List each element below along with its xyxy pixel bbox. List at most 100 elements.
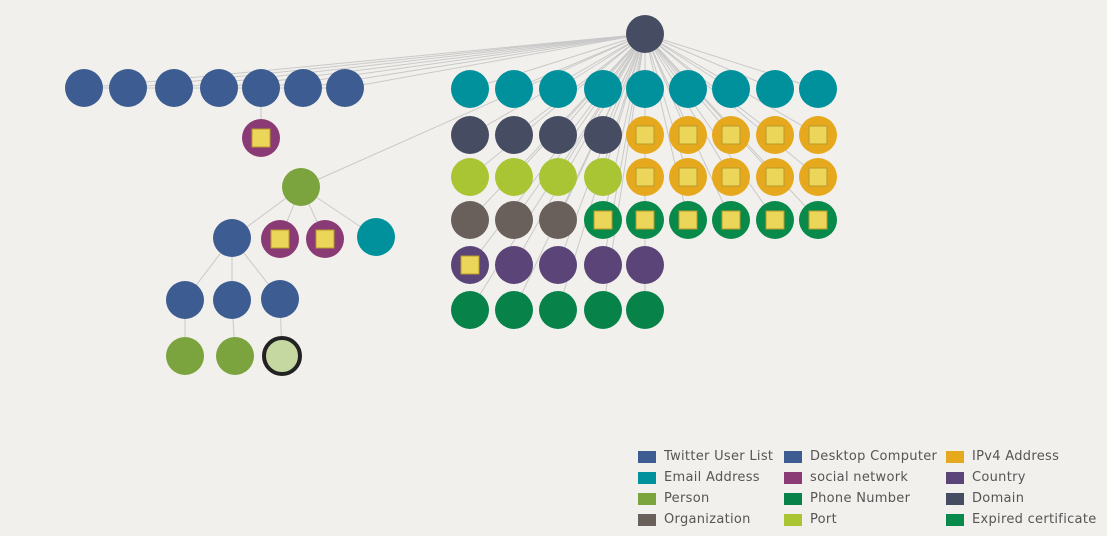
legend-item: IPv4 Address [946, 446, 1106, 467]
person-node[interactable] [166, 337, 204, 375]
legend-item: Domain [946, 488, 1106, 509]
legend-label: Country [972, 470, 1026, 485]
legend-swatch [638, 450, 656, 463]
organization-node[interactable] [495, 201, 533, 239]
port-node[interactable] [584, 158, 622, 196]
domain-node[interactable] [584, 116, 622, 154]
phone-number-node[interactable] [539, 291, 577, 329]
graph-edge [513, 33, 646, 311]
ipv4-address-node[interactable] [626, 158, 664, 196]
legend-swatch [638, 513, 656, 526]
organization-node[interactable] [451, 201, 489, 239]
expired-certificate-node[interactable] [799, 201, 837, 239]
ipv4-address-node[interactable] [712, 116, 750, 154]
legend-label: IPv4 Address [972, 449, 1060, 464]
legend-swatch [784, 513, 802, 526]
email-address-node[interactable] [495, 70, 533, 108]
phone-number-node[interactable] [451, 291, 489, 329]
email-address-node[interactable] [584, 70, 622, 108]
expired-certificate-node[interactable] [712, 201, 750, 239]
twitter-user-list-node[interactable] [326, 69, 364, 107]
graph-edge [513, 33, 646, 136]
ipv4-address-node[interactable] [712, 158, 750, 196]
twitter-user-list-node[interactable] [200, 69, 238, 107]
legend-item: Organization [638, 509, 784, 530]
graph-edge [644, 33, 689, 178]
expired-certificate-node[interactable] [756, 201, 794, 239]
phone-number-node[interactable] [584, 291, 622, 329]
social-network-node[interactable] [306, 220, 344, 258]
legend-label: Port [810, 512, 837, 527]
social-network-node[interactable] [261, 220, 299, 258]
legend-item: Phone Number [784, 488, 946, 509]
port-node[interactable] [451, 158, 489, 196]
domain-node[interactable] [539, 116, 577, 154]
country-node[interactable] [539, 246, 577, 284]
expired-certificate-node[interactable] [584, 201, 622, 239]
graph-edge [644, 33, 776, 136]
desktop-computer-node[interactable] [261, 280, 299, 318]
country-node[interactable] [584, 246, 622, 284]
email-address-node[interactable] [357, 218, 395, 256]
node-marker [460, 255, 480, 275]
legend-swatch [946, 513, 964, 526]
ipv4-address-node[interactable] [799, 158, 837, 196]
country-node[interactable] [495, 246, 533, 284]
graph-edge [344, 33, 646, 89]
node-marker [721, 167, 741, 187]
legend-item: Expired certificate [946, 509, 1106, 530]
node-marker [808, 210, 828, 230]
twitter-user-list-node[interactable] [109, 69, 147, 107]
person-node-selected[interactable] [262, 336, 302, 376]
domain-node[interactable] [451, 116, 489, 154]
phone-number-node[interactable] [626, 291, 664, 329]
node-marker [678, 210, 698, 230]
legend-label: Twitter User List [664, 449, 774, 464]
node-marker [593, 210, 613, 230]
email-address-node[interactable] [539, 70, 577, 108]
organization-node[interactable] [539, 201, 577, 239]
legend-label: Person [664, 491, 710, 506]
desktop-computer-node[interactable] [213, 219, 251, 257]
country-node[interactable] [451, 246, 489, 284]
graph-edge [644, 33, 776, 90]
social-network-node[interactable] [242, 119, 280, 157]
ipv4-address-node[interactable] [756, 116, 794, 154]
expired-certificate-node[interactable] [626, 201, 664, 239]
email-address-node[interactable] [669, 70, 707, 108]
ipv4-address-node[interactable] [669, 116, 707, 154]
domain-node[interactable] [626, 15, 664, 53]
legend-swatch [946, 450, 964, 463]
person-node[interactable] [282, 168, 320, 206]
email-address-node[interactable] [712, 70, 750, 108]
domain-node[interactable] [495, 116, 533, 154]
person-node[interactable] [216, 337, 254, 375]
email-address-node[interactable] [626, 70, 664, 108]
phone-number-node[interactable] [495, 291, 533, 329]
ipv4-address-node[interactable] [799, 116, 837, 154]
node-marker [765, 210, 785, 230]
legend-label: Desktop Computer [810, 449, 938, 464]
port-node[interactable] [495, 158, 533, 196]
legend-item: Country [946, 467, 1106, 488]
email-address-node[interactable] [799, 70, 837, 108]
desktop-computer-node[interactable] [166, 281, 204, 319]
legend-label: Expired certificate [972, 512, 1097, 527]
twitter-user-list-node[interactable] [284, 69, 322, 107]
graph-edge [513, 33, 646, 221]
country-node[interactable] [626, 246, 664, 284]
desktop-computer-node[interactable] [213, 281, 251, 319]
legend-label: Organization [664, 512, 751, 527]
twitter-user-list-node[interactable] [155, 69, 193, 107]
ipv4-address-node[interactable] [669, 158, 707, 196]
twitter-user-list-node[interactable] [242, 69, 280, 107]
twitter-user-list-node[interactable] [65, 69, 103, 107]
port-node[interactable] [539, 158, 577, 196]
ipv4-address-node[interactable] [626, 116, 664, 154]
email-address-node[interactable] [451, 70, 489, 108]
ipv4-address-node[interactable] [756, 158, 794, 196]
expired-certificate-node[interactable] [669, 201, 707, 239]
email-address-node[interactable] [756, 70, 794, 108]
legend-label: social network [810, 470, 909, 485]
